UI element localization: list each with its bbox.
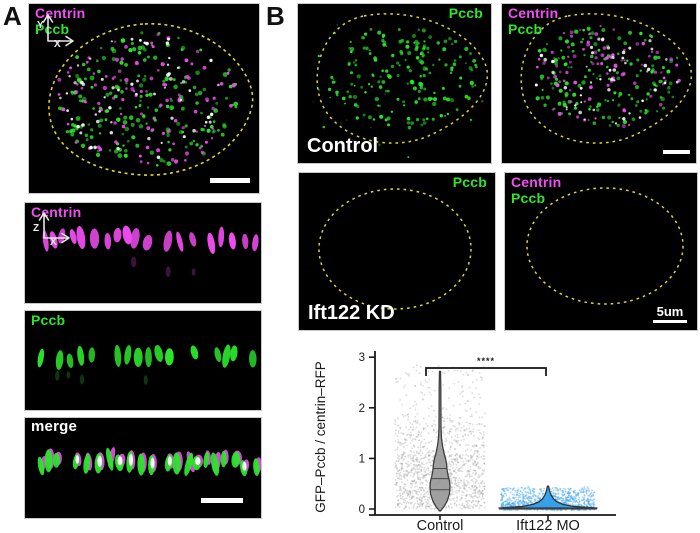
pccb-channel-label: Pccb xyxy=(448,5,483,21)
condition-label-control: Control xyxy=(307,135,379,157)
pccb-signal-layer xyxy=(37,344,257,385)
centrin-signal-layer xyxy=(42,225,259,278)
scale-bar xyxy=(210,178,250,183)
panel-a-xy-image: Centrin Pccb Y X xyxy=(28,3,260,194)
pccb-channel-label: Pccb xyxy=(511,190,546,206)
merge-signal-layer xyxy=(37,447,261,477)
axis-x-label: X xyxy=(50,237,57,245)
significance-stars: **** xyxy=(477,356,495,366)
channel-labels: merge xyxy=(31,419,77,435)
scale-bar-group: 5um xyxy=(653,304,687,327)
panel-b-control-merge-image: Centrin Pccb xyxy=(501,3,697,164)
pccb-channel-label: Pccb xyxy=(35,21,70,37)
scale-bar-label: 5um xyxy=(656,304,684,319)
centrin-channel-label: Centrin xyxy=(508,5,559,21)
panel-b-label: B xyxy=(266,1,285,31)
xcat-ift122mo: Ift122 MO xyxy=(516,518,580,533)
pccb-channel-label: Pccb xyxy=(31,312,66,328)
control-merge-canvas xyxy=(520,13,693,144)
control-pccb-canvas xyxy=(312,13,489,159)
puncta-layer xyxy=(57,31,238,167)
cell-outline xyxy=(318,188,472,310)
xy-microscopy-canvas xyxy=(48,23,254,176)
ytick-1: 1 xyxy=(359,453,365,465)
violin-shapes-layer xyxy=(429,370,598,512)
panel-b-kd-pccb-image: Pccb Ift122 KD xyxy=(298,172,496,331)
scale-bar xyxy=(653,320,687,323)
pccb-channel-label: Pccb xyxy=(508,21,543,37)
axis-y-label: Y xyxy=(37,20,44,31)
xz-axis-arrows-icon: Z X xyxy=(33,212,70,245)
panel-a-xz-centrin-image: Centrin Z X xyxy=(24,202,262,304)
axis-lines xyxy=(369,351,616,516)
kd-pccb-canvas xyxy=(318,188,472,310)
channel-labels: Centrin Pccb xyxy=(508,5,558,37)
xz-pccb-canvas xyxy=(37,344,257,385)
channel-labels: Pccb xyxy=(449,5,483,21)
significance-bracket xyxy=(425,367,547,376)
centrin-channel-label: Centrin xyxy=(511,174,562,190)
condition-label-kd: Ift122 KD xyxy=(308,302,395,324)
cell-outline xyxy=(526,187,684,305)
panel-a-label: A xyxy=(3,1,22,31)
tick-marks xyxy=(369,356,549,520)
xy-axis-arrows-icon: Y X xyxy=(37,14,74,48)
channel-labels: Pccb xyxy=(31,312,65,328)
channel-labels: Centrin Pccb xyxy=(511,174,561,206)
ytick-0: 0 xyxy=(359,504,365,516)
panel-b-control-pccb-image: Pccb Control xyxy=(297,3,492,164)
axis-z-label: Z xyxy=(33,223,39,234)
panel-a-xz-merge-image: merge xyxy=(24,417,262,519)
panel-a-xz-pccb-image: Pccb xyxy=(24,310,262,411)
scale-bar xyxy=(663,150,690,154)
y-axis-title: GFP–Pccb / centrin–RFP xyxy=(313,361,328,513)
axis-x-label: X xyxy=(54,39,61,48)
merge-label: merge xyxy=(31,418,78,435)
merge-puncta-layer xyxy=(534,25,681,129)
xz-merge-canvas xyxy=(37,447,261,477)
xz-centrin-canvas xyxy=(42,225,259,278)
ytick-2: 2 xyxy=(359,403,365,415)
scale-bar xyxy=(201,498,243,503)
kd-merge-canvas xyxy=(526,187,684,305)
panel-b-kd-merge-image: Centrin Pccb 5um xyxy=(504,172,698,331)
cell-outline xyxy=(48,23,254,176)
pccb-channel-label: Pccb xyxy=(452,174,487,190)
channel-labels: Pccb xyxy=(453,174,487,190)
ytick-3: 3 xyxy=(359,352,365,364)
xcat-control: Control xyxy=(417,518,464,533)
pccb-puncta-layer xyxy=(312,24,484,159)
violin-chart: 0 1 2 3 GFP–Pccb / centrin–RFP Control I… xyxy=(313,351,616,533)
jitter-points-layer xyxy=(394,364,596,512)
